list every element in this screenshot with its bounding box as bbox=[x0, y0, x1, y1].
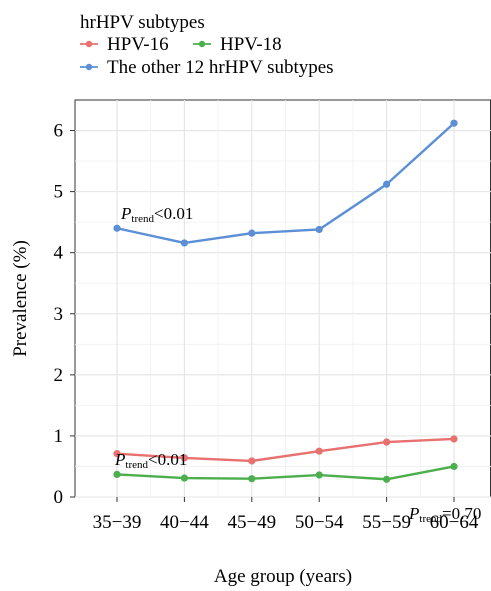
series-layer bbox=[113, 119, 458, 483]
data-point bbox=[383, 180, 391, 188]
data-point bbox=[450, 435, 458, 443]
legend-item: HPV-18 bbox=[193, 34, 282, 55]
legend-swatch-marker bbox=[198, 40, 206, 48]
legend-swatch-marker bbox=[85, 40, 93, 48]
data-point bbox=[315, 225, 323, 234]
data-point bbox=[450, 119, 458, 127]
data-point bbox=[248, 475, 256, 483]
series-line bbox=[116, 122, 455, 245]
x-tick-label: 45−49 bbox=[227, 512, 276, 533]
legend-title: hrHPV subtypes bbox=[80, 12, 205, 33]
series-2 bbox=[113, 462, 458, 483]
plot-frame bbox=[74, 99, 491, 498]
p-trend-annotation: Ptrend<0.01 bbox=[114, 450, 187, 471]
series-1 bbox=[113, 435, 458, 465]
data-point bbox=[315, 471, 323, 479]
p-trend-annotation: Ptrend<0.01 bbox=[120, 204, 193, 225]
y-tick-label: 6 bbox=[54, 121, 64, 142]
data-point bbox=[450, 462, 458, 471]
data-point bbox=[113, 224, 121, 232]
x-tick-label: 50−54 bbox=[295, 512, 344, 533]
data-point bbox=[180, 474, 188, 482]
series-line bbox=[116, 437, 455, 463]
data-point bbox=[180, 454, 188, 462]
p-trend-annotation: Ptrend=0.70 bbox=[408, 504, 481, 525]
data-point bbox=[113, 470, 121, 479]
plot-area: 0 1 2 3 4 5 6 35−39 40−44 45−49 50−54 55−59 60−64 P… bbox=[54, 99, 491, 533]
series-line bbox=[116, 465, 455, 481]
legend-label: The other 12 hrHPV subtypes bbox=[107, 57, 334, 78]
data-point bbox=[248, 457, 256, 465]
data-point bbox=[113, 450, 121, 458]
y-axis: 0 1 2 3 4 5 6 bbox=[54, 121, 75, 508]
x-tick-label: 35−39 bbox=[93, 512, 142, 533]
x-tick-label: 60−64 bbox=[430, 512, 479, 533]
y-tick-label: 2 bbox=[54, 365, 64, 386]
y-tick-label: 3 bbox=[54, 304, 64, 325]
legend-item: HPV-16 bbox=[80, 34, 169, 55]
x-axis: 35−39 40−44 45−49 50−54 55−59 60−64 bbox=[93, 497, 479, 533]
legend-item: The other 12 hrHPV subtypes bbox=[80, 57, 334, 78]
data-point bbox=[383, 475, 391, 483]
legend-label: HPV-16 bbox=[107, 34, 169, 55]
annotations: Ptrend<0.01 Ptrend<0.01 Ptrend=0.70 bbox=[114, 204, 481, 525]
series-3 bbox=[113, 119, 458, 247]
data-point bbox=[248, 229, 256, 237]
y-tick-label: 4 bbox=[54, 243, 64, 264]
y-tick-label: 5 bbox=[54, 182, 64, 203]
legend-swatch-marker bbox=[85, 63, 93, 71]
legend-label: HPV-18 bbox=[220, 34, 282, 55]
y-axis-title: Prevalence (%) bbox=[10, 240, 31, 357]
grid bbox=[75, 100, 491, 498]
data-point bbox=[383, 438, 391, 446]
y-tick-label: 1 bbox=[54, 426, 64, 447]
x-tick-label: 40−44 bbox=[160, 512, 209, 533]
x-axis-title: Age group (years) bbox=[214, 566, 352, 587]
data-point bbox=[315, 447, 323, 455]
y-tick-label: 0 bbox=[54, 487, 64, 508]
x-tick-label: 55−59 bbox=[362, 512, 411, 533]
data-point bbox=[180, 239, 188, 247]
